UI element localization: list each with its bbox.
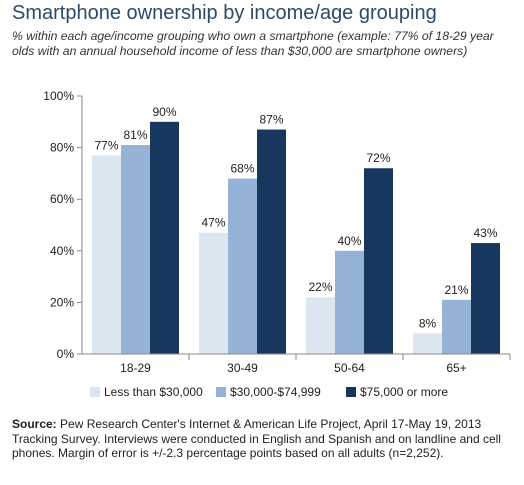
bar bbox=[413, 333, 442, 354]
y-tick-label: 0% bbox=[57, 347, 75, 361]
data-label: 68% bbox=[230, 162, 254, 176]
data-label: 40% bbox=[337, 234, 361, 248]
bar-chart: 0% 20% 40% 60% 80% 100% 77% 81% 90% 47% 68% 87% 22%… bbox=[43, 89, 511, 399]
source-note: Source: Pew Research Center's Internet &… bbox=[12, 417, 517, 461]
legend: Less than $30,000 $30,000-$74,999 $75,000 … bbox=[90, 385, 448, 399]
data-label: 72% bbox=[366, 151, 390, 165]
y-tick-label: 80% bbox=[50, 141, 74, 155]
data-label: 81% bbox=[123, 128, 147, 142]
x-tick-label: 18-29 bbox=[120, 361, 151, 375]
bar bbox=[471, 243, 500, 354]
source-label: Source: bbox=[12, 417, 57, 431]
legend-swatch bbox=[346, 387, 356, 397]
y-tick-label: 40% bbox=[50, 244, 74, 258]
bar bbox=[306, 297, 335, 354]
y-tick-label: 100% bbox=[43, 89, 74, 103]
bar bbox=[121, 145, 150, 354]
y-axis: 0% 20% 40% 60% 80% 100% bbox=[43, 89, 83, 361]
bar bbox=[199, 232, 228, 354]
data-label: 77% bbox=[94, 138, 118, 152]
x-tick-label: 65+ bbox=[446, 361, 466, 375]
y-tick-label: 60% bbox=[50, 192, 74, 206]
data-label: 21% bbox=[444, 283, 468, 297]
data-label: 43% bbox=[473, 226, 497, 240]
bar bbox=[228, 178, 257, 354]
data-label: 87% bbox=[259, 113, 283, 127]
bar bbox=[92, 155, 121, 354]
data-label: 8% bbox=[419, 316, 437, 330]
y-tick-label: 20% bbox=[50, 295, 74, 309]
bar bbox=[442, 299, 471, 354]
data-label: 22% bbox=[308, 280, 332, 294]
data-label: 47% bbox=[201, 216, 225, 230]
x-axis: 18-29 30-49 50-64 65+ bbox=[82, 353, 511, 375]
legend-label: Less than $30,000 bbox=[104, 385, 203, 399]
bar bbox=[335, 250, 364, 354]
legend-swatch bbox=[90, 387, 100, 397]
chart-title: Smartphone ownership by income/age group… bbox=[12, 2, 437, 24]
legend-label: $75,000 or more bbox=[360, 385, 448, 399]
bars: 77% 81% 90% 47% 68% 87% 22% 40% 72% 8% 21% 43% bbox=[92, 105, 500, 354]
bar bbox=[257, 129, 286, 354]
x-tick-label: 50-64 bbox=[334, 361, 365, 375]
x-tick-label: 30-49 bbox=[227, 361, 258, 375]
legend-swatch bbox=[216, 387, 226, 397]
chart-subtitle: % within each age/income grouping who ow… bbox=[12, 29, 494, 58]
bar bbox=[150, 121, 179, 354]
source-text: Pew Research Center's Internet & America… bbox=[12, 417, 501, 461]
data-label: 90% bbox=[152, 105, 176, 119]
legend-label: $30,000-$74,999 bbox=[230, 385, 321, 399]
bar bbox=[364, 168, 393, 354]
